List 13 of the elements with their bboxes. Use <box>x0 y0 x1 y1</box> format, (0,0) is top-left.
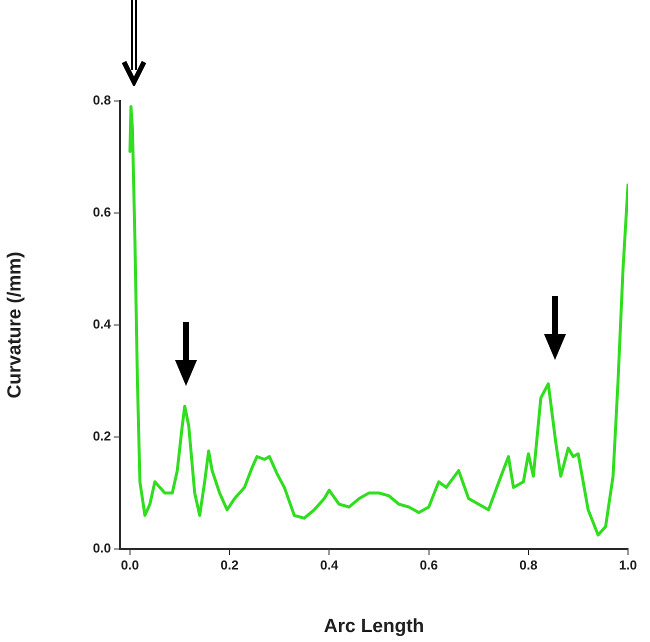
x-tick-label: 0.6 <box>420 557 438 572</box>
y-tick-label: 0.8 <box>92 92 111 108</box>
y-tick-label: 0.2 <box>92 428 111 444</box>
y-tick-label: 0.6 <box>92 204 111 220</box>
x-tick-label: 0.8 <box>519 557 538 572</box>
x-axis-title: Arc Length <box>324 616 424 637</box>
y-tick-label: 0.4 <box>92 316 112 332</box>
x-tick-label: 0.2 <box>220 557 239 572</box>
y-tick-label: 0.0 <box>92 540 111 556</box>
x-tick-label: 1.0 <box>618 557 638 572</box>
y-axis-title: Curvature (/mm) <box>4 252 26 398</box>
x-tick-label: 0.0 <box>120 557 139 572</box>
x-tick-label: 0.4 <box>320 557 339 572</box>
